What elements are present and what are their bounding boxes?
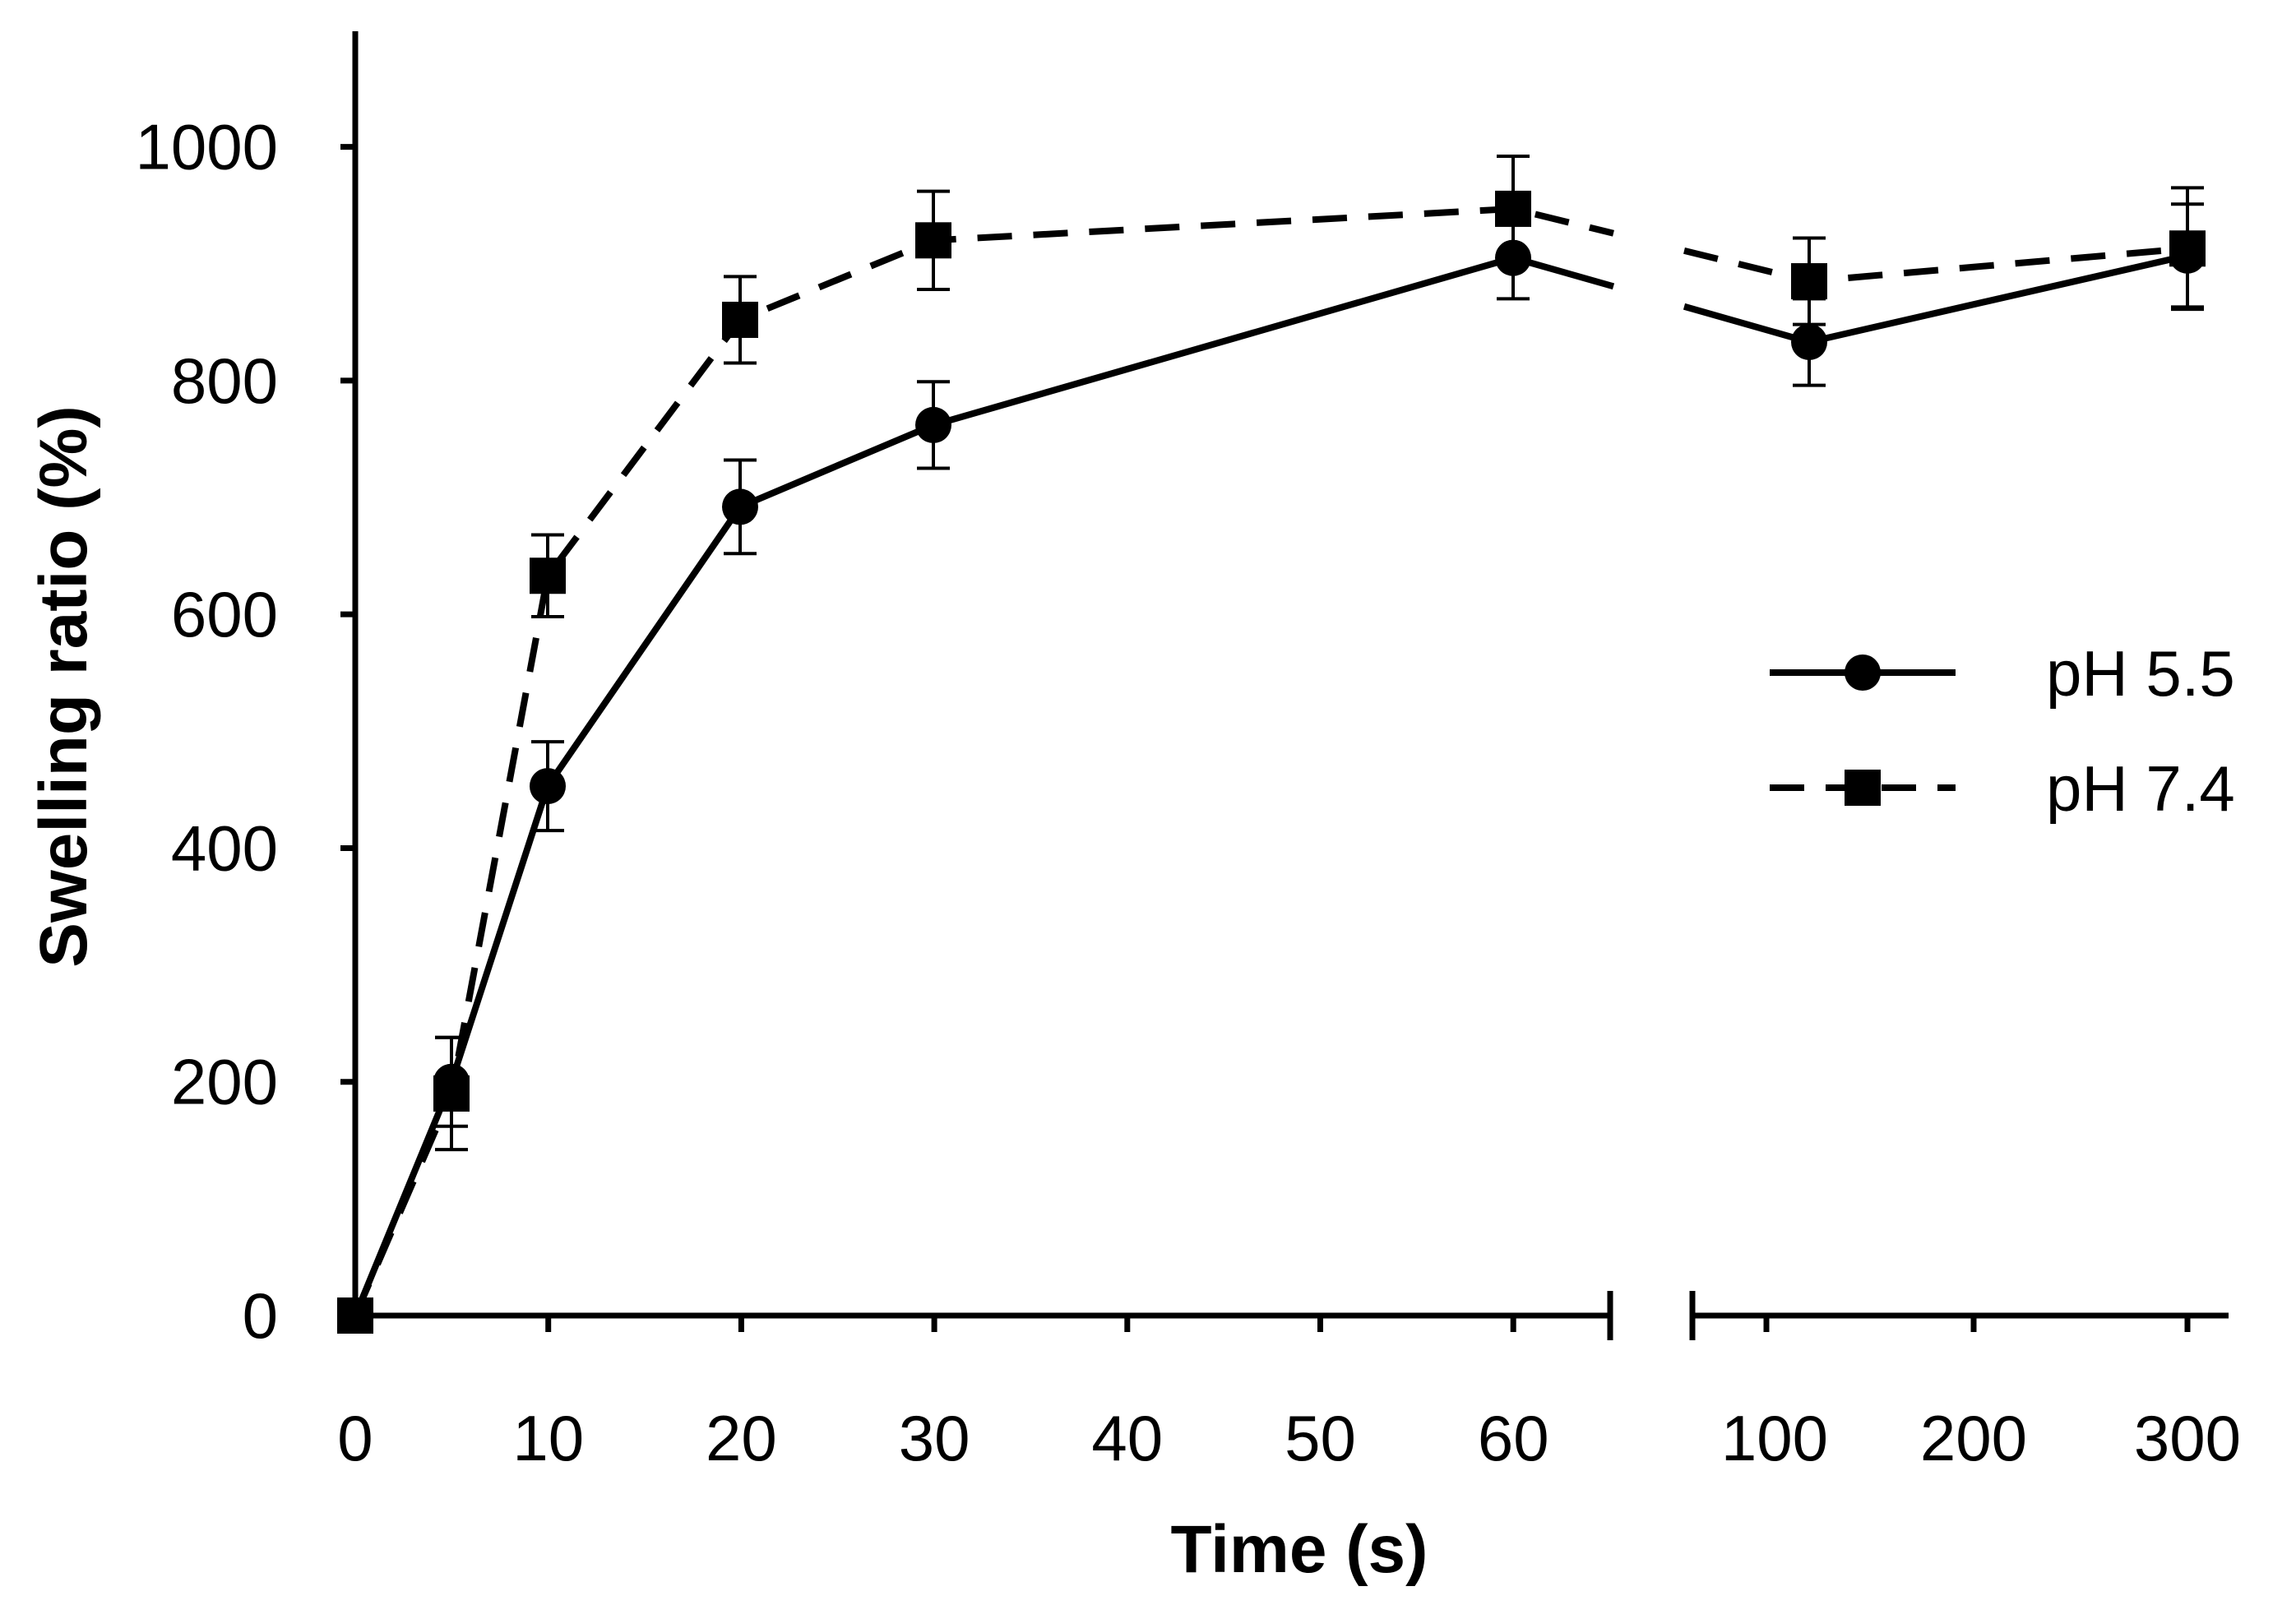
legend-marker bbox=[1845, 654, 1881, 691]
series-layer bbox=[337, 154, 2206, 1334]
data-point bbox=[1495, 190, 1531, 227]
x-tick-label: 300 bbox=[2134, 1402, 2241, 1474]
data-point bbox=[1791, 263, 1827, 300]
x-tick-label: 50 bbox=[1285, 1402, 1356, 1474]
x-tick-label: 200 bbox=[1920, 1402, 2027, 1474]
data-point bbox=[2169, 230, 2206, 267]
data-point bbox=[722, 488, 758, 525]
y-tick-label: 600 bbox=[171, 578, 278, 650]
data-point bbox=[530, 557, 566, 594]
data-point bbox=[1791, 323, 1827, 360]
x-tick-label: 60 bbox=[1478, 1402, 1549, 1474]
x-tick-label: 100 bbox=[1721, 1402, 1828, 1474]
y-axis-title: Swelling ratio (%) bbox=[26, 405, 101, 967]
series-ph-5.5 bbox=[337, 202, 2206, 1334]
series-ph-7.4 bbox=[337, 154, 2206, 1334]
x-tick-label: 30 bbox=[899, 1402, 970, 1474]
y-tick-label: 800 bbox=[171, 345, 278, 417]
y-tick-label: 200 bbox=[171, 1046, 278, 1118]
x-axis-title: Time (s) bbox=[1171, 1512, 1428, 1587]
data-point bbox=[530, 768, 566, 805]
data-point bbox=[337, 1297, 373, 1334]
y-tick-label: 1000 bbox=[135, 111, 278, 183]
x-tick-label: 20 bbox=[706, 1402, 777, 1474]
series-line bbox=[352, 205, 1614, 1317]
data-point bbox=[722, 301, 758, 338]
legend-marker bbox=[1845, 770, 1881, 806]
data-point bbox=[915, 222, 951, 259]
legend-label: pH 7.4 bbox=[2046, 752, 2235, 825]
data-point bbox=[915, 406, 951, 443]
x-tick-label: 40 bbox=[1091, 1402, 1163, 1474]
y-tick-label: 400 bbox=[171, 812, 278, 884]
axes: 0 200 400 600 800 1000 0 10 20 30 40 50 60 100 200 300 bbox=[135, 31, 2241, 1474]
legend-label: pH 5.5 bbox=[2046, 637, 2235, 710]
y-tick-label: 0 bbox=[243, 1279, 278, 1352]
legend: pH 5.5 pH 7.4 bbox=[1770, 637, 2235, 825]
x-tick-label: 10 bbox=[512, 1402, 584, 1474]
data-point bbox=[433, 1075, 470, 1112]
x-tick-label: 0 bbox=[337, 1402, 373, 1474]
series-line bbox=[1683, 245, 2188, 285]
